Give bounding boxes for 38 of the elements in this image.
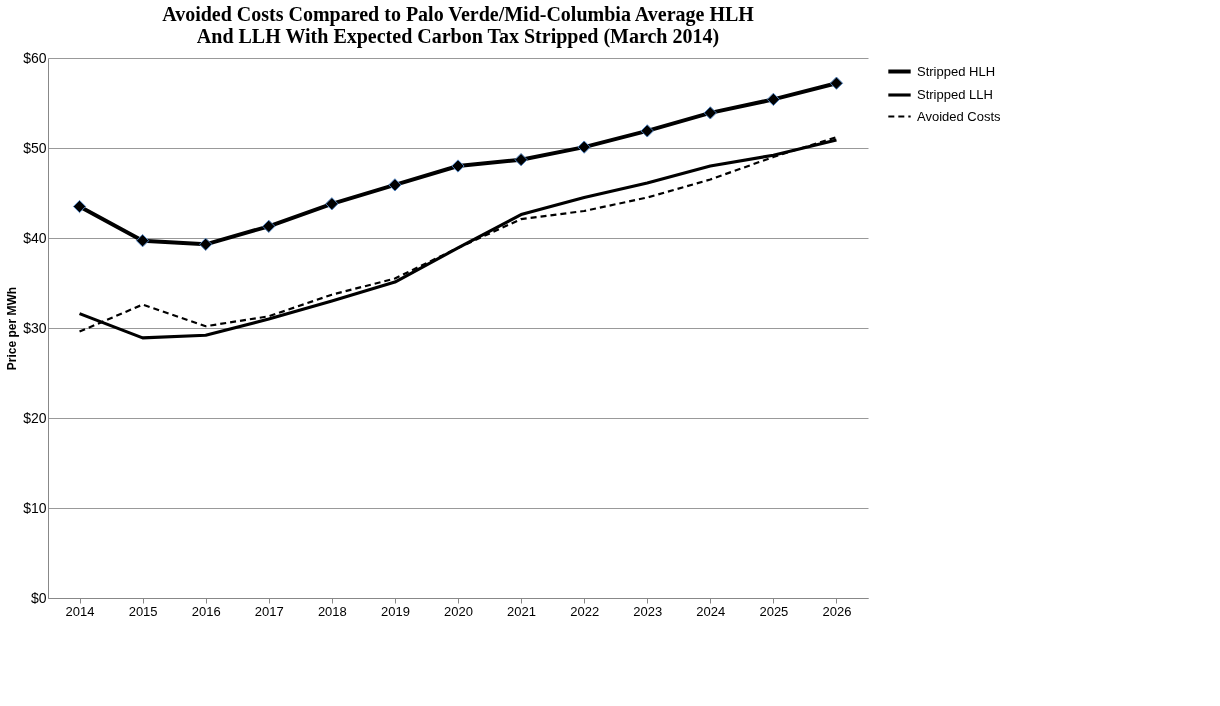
point [829, 76, 844, 90]
y-tick-label: $50 [23, 139, 47, 156]
point [388, 178, 402, 192]
x-tick-label: 2021 [507, 603, 537, 619]
y-tick-label: $60 [23, 49, 47, 66]
y-tick-label: $30 [23, 319, 47, 336]
point [199, 237, 213, 251]
point [135, 234, 150, 248]
x-tick-label: 2023 [633, 603, 663, 619]
point [640, 124, 654, 138]
x-tick-label: 2022 [570, 603, 600, 619]
point [262, 219, 276, 233]
legend-label: Stripped HLH [917, 63, 996, 79]
x-tick-label: 2024 [696, 603, 726, 619]
x-tick-label: 2020 [444, 603, 473, 619]
y-tick-label: $40 [23, 229, 47, 246]
point [451, 159, 465, 173]
x-tick-label: 2017 [254, 603, 284, 619]
point [72, 199, 87, 214]
point [703, 106, 717, 120]
point [577, 140, 591, 154]
y-axis-title: Price per MWh [5, 286, 20, 371]
point [514, 153, 528, 167]
y-tick-label: $10 [23, 499, 47, 516]
x-tick-label: 2025 [759, 603, 789, 619]
x-tick-label: 2016 [191, 603, 221, 619]
y-tick-label: $0 [30, 589, 47, 606]
point [325, 197, 339, 211]
legend-label: Avoided Costs [917, 108, 1002, 124]
x-tick-label: 2015 [128, 603, 158, 619]
x-tick-label: 2014 [65, 603, 95, 619]
x-tick-label: 2018 [317, 603, 347, 619]
point [766, 92, 781, 107]
chart-title: Avoided Costs Compared to Palo Verde/Mid-Columbia Average HLH And LLH With Expected Carbon Tax Stripped (March 2014) [162, 3, 755, 48]
x-tick-label: 2019 [380, 603, 410, 619]
legend-label: Stripped LLH [917, 87, 993, 102]
x-tick-label: 2026 [822, 603, 852, 619]
y-tick-label: $20 [23, 409, 47, 426]
